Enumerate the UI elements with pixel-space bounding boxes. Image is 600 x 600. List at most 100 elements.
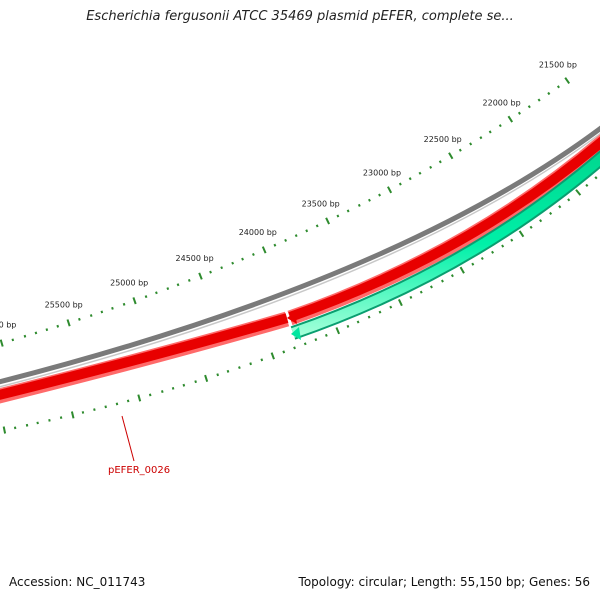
plasmid-backbone	[0, 125, 600, 388]
ruler-minor-tick	[458, 148, 462, 152]
forward-gene-pEFER-0026[interactable]	[0, 311, 290, 404]
ruler-minor-tick	[13, 426, 17, 430]
ruler-major-tick	[0, 339, 4, 347]
ruler-minor-tick	[389, 305, 393, 309]
ruler-major-tick	[132, 297, 137, 305]
ruler-tick-label: 22500 bp	[424, 135, 462, 144]
ruler-minor-tick	[220, 266, 224, 270]
ruler-minor-tick	[438, 160, 442, 164]
ruler-minor-tick	[56, 324, 60, 328]
ruler-minor-tick	[122, 302, 126, 306]
topology-summary-text: Topology: circular; Length: 55,150 bp; G…	[298, 575, 590, 589]
ruler-minor-tick	[161, 390, 164, 393]
ruler-minor-tick	[488, 130, 492, 134]
ruler-minor-tick	[357, 203, 361, 207]
ruler-minor-tick	[398, 182, 402, 186]
ruler-major-tick	[261, 246, 267, 254]
ruler-minor-tick	[216, 373, 220, 377]
gene-label-pEFER-0026[interactable]: pEFER_0026	[108, 465, 170, 476]
ruler-minor-tick	[104, 405, 107, 409]
ruler-minor-tick	[187, 278, 191, 282]
ruler-minor-tick	[78, 317, 81, 321]
ruler-minor-tick	[314, 338, 318, 342]
ruler-major-tick	[198, 272, 203, 280]
ruler-minor-tick	[282, 350, 286, 354]
ruler-major-tick	[66, 319, 71, 327]
ruler-minor-tick	[126, 399, 130, 403]
ruler-minor-tick	[517, 111, 521, 115]
ruler-minor-tick	[479, 136, 483, 140]
ruler-major-tick	[575, 189, 582, 196]
ruler-minor-tick	[251, 252, 255, 257]
ruler-minor-tick	[249, 362, 252, 366]
ruler-minor-tick	[510, 238, 514, 242]
ruler-minor-tick	[155, 291, 158, 295]
ruler-minor-tick	[471, 262, 475, 266]
ruler-minor-tick	[166, 287, 170, 291]
ruler-major-tick	[507, 115, 514, 123]
ruler-tick-label: 22000 bp	[483, 99, 521, 108]
ruler-minor-tick	[429, 165, 433, 169]
ruler-minor-tick	[378, 193, 381, 197]
ruler-minor-tick	[59, 416, 63, 420]
ruler-major-tick	[325, 217, 331, 225]
ruler-minor-tick	[567, 198, 571, 202]
ruler-minor-tick	[34, 331, 38, 335]
ruler-minor-tick	[100, 310, 104, 314]
ruler-minor-tick	[226, 369, 230, 373]
ruler-minor-tick	[556, 85, 560, 89]
ruler-minor-tick	[336, 214, 340, 218]
ruler-minor-tick	[89, 314, 93, 318]
ruler-minor-tick	[367, 315, 371, 319]
ruler-major-tick	[204, 374, 209, 383]
ruler-minor-tick	[293, 346, 296, 350]
ruler-minor-tick	[378, 310, 382, 314]
ruler-minor-tick	[480, 256, 484, 261]
ruler-minor-tick	[25, 423, 29, 427]
ruler-minor-tick	[408, 177, 412, 181]
ruler-minor-tick	[45, 328, 49, 332]
ruler-major-tick	[70, 411, 75, 419]
ruler-minor-tick	[171, 386, 175, 390]
forward-gene-next[interactable]	[287, 134, 600, 326]
ruler-minor-tick	[260, 358, 264, 362]
ruler-tick-label: 25000 bp	[110, 279, 148, 288]
ruler-minor-tick	[294, 234, 298, 238]
ruler-major-tick	[387, 186, 393, 194]
ruler-minor-tick	[368, 198, 371, 202]
ruler-minor-tick	[419, 290, 423, 294]
ruler-minor-tick	[81, 411, 85, 414]
ruler-major-tick	[137, 394, 142, 402]
ruler-minor-tick	[324, 333, 328, 337]
ruler-minor-tick	[148, 393, 152, 397]
ruler-tick-label: 24000 bp	[239, 228, 277, 237]
ruler-minor-tick	[346, 209, 350, 213]
ruler-major-tick	[459, 266, 465, 274]
ruler-minor-tick	[111, 306, 114, 310]
ruler-major-tick	[335, 327, 341, 335]
ruler-minor-tick	[273, 243, 277, 247]
ruler-tick-label: 26000 bp	[0, 321, 16, 330]
ruler-minor-tick	[537, 98, 541, 102]
ruler-tick-label: 25500 bp	[45, 301, 83, 310]
reverse-gene[interactable]	[290, 150, 600, 340]
map-title: Escherichia fergusonii ATCC 35469 plasmi…	[86, 9, 514, 24]
ruler-minor-tick	[315, 224, 319, 228]
ruler-minor-tick	[305, 229, 309, 233]
ruler-minor-tick	[93, 408, 96, 412]
ruler-minor-tick	[356, 320, 360, 324]
ruler-minor-tick	[238, 366, 241, 370]
ruler-minor-tick	[11, 338, 15, 342]
ruler-minor-tick	[284, 238, 288, 242]
ruler-minor-tick	[527, 105, 531, 109]
ruler-minor-tick	[209, 270, 212, 274]
ruler-major-tick	[2, 426, 7, 434]
ruler-minor-tick	[594, 176, 598, 180]
ruler-minor-tick	[498, 124, 502, 128]
ruler-minor-tick	[231, 261, 235, 265]
ruler-major-tick	[270, 352, 275, 360]
ruler-minor-tick	[144, 295, 148, 299]
ruler-minor-tick	[23, 334, 27, 338]
ruler-major-tick	[564, 77, 571, 84]
inner-ruler	[2, 176, 598, 434]
